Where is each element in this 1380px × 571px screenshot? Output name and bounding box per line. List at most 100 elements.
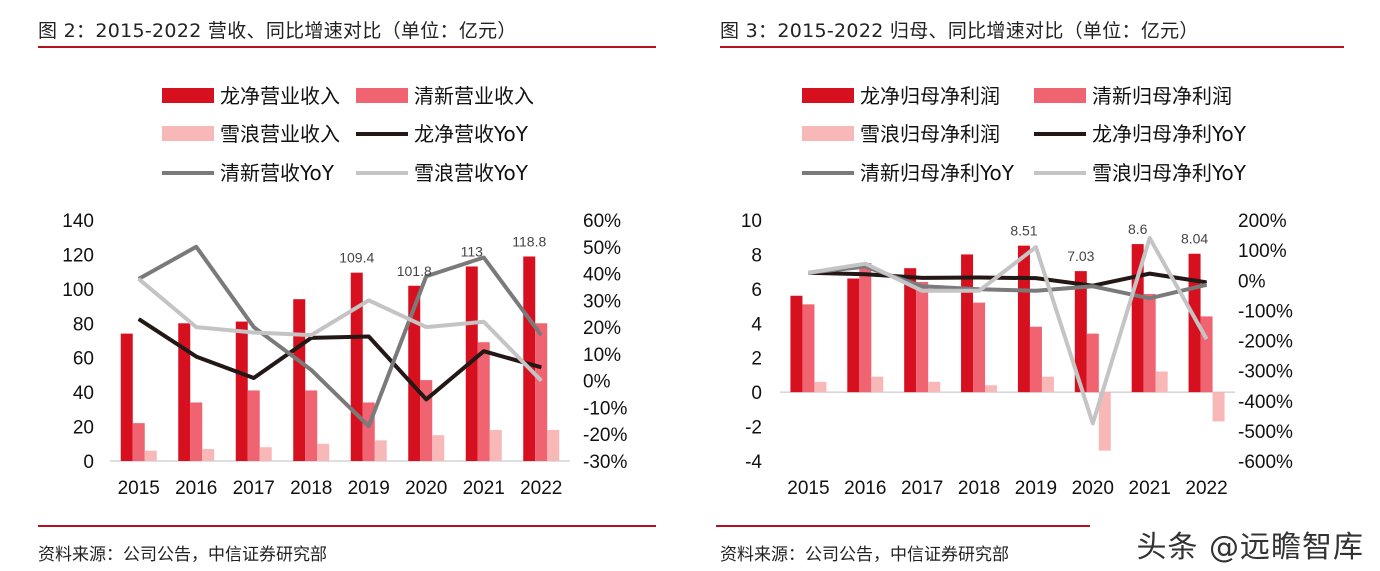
right-title-rule xyxy=(720,46,1344,48)
right-y-right-tick-3: -300% xyxy=(1238,362,1293,383)
left-y-right-tick-2: -10% xyxy=(583,398,627,419)
right-point-s5-2019 xyxy=(1035,246,1037,248)
right-y-left-tick-7: 10 xyxy=(741,211,762,232)
right-bar-s2-2015 xyxy=(814,381,827,393)
left-bar-s1-2020 xyxy=(420,380,433,461)
left-point-s3-2017 xyxy=(253,377,255,379)
left-x-tick-2015: 2015 xyxy=(118,478,160,499)
left-point-s3-2019 xyxy=(368,335,370,337)
right-legend-swatch-0 xyxy=(802,88,854,103)
right-bar-s1-2018 xyxy=(973,302,986,393)
right-point-s5-2015 xyxy=(807,272,809,274)
right-bar-s2-2022 xyxy=(1212,392,1225,422)
right-y-left-tick-3: 2 xyxy=(751,349,762,370)
right-bar-s1-2020 xyxy=(1086,333,1099,393)
left-legend-label-5: 雪浪营收YoY xyxy=(414,161,529,185)
left-y-right-tick-4: 10% xyxy=(583,345,621,366)
left-point-s5-2022 xyxy=(540,380,542,382)
left-bar-s0-2017 xyxy=(235,321,248,461)
right-y-right-tick-1: -500% xyxy=(1238,422,1293,443)
right-point-s3-2018 xyxy=(978,277,980,279)
right-point-s5-2022 xyxy=(1206,338,1208,340)
right-data-label-1: 7.03 xyxy=(1067,248,1094,264)
right-bar-s2-2018 xyxy=(985,385,998,393)
left-line-s5 xyxy=(137,277,543,383)
left-point-s5-2015 xyxy=(138,278,140,280)
left-y-right-tick-8: 50% xyxy=(583,238,621,259)
right-data-label-2: 8.6 xyxy=(1128,221,1148,237)
left-bar-s1-2017 xyxy=(247,390,260,461)
right-x-tick-2021: 2021 xyxy=(1129,478,1171,499)
right-bar-s2-2020 xyxy=(1098,392,1111,451)
right-bar-s1-2019 xyxy=(1029,326,1042,393)
right-data-label-0: 8.51 xyxy=(1010,223,1037,239)
right-y-right-tick-5: -100% xyxy=(1238,301,1293,322)
right-point-s5-2020 xyxy=(1092,422,1094,424)
left-point-s5-2021 xyxy=(483,321,485,323)
left-bar-s0-2020 xyxy=(408,285,421,461)
right-line-s5 xyxy=(808,236,1209,426)
right-y-right-tick-6: 0% xyxy=(1238,271,1266,292)
left-y-right-tick-6: 30% xyxy=(583,291,621,312)
left-y-right-tick-7: 40% xyxy=(583,265,621,286)
right-bar-s2-2016 xyxy=(871,376,884,393)
left-x-tick-2016: 2016 xyxy=(175,478,217,499)
left-point-s4-2019 xyxy=(368,425,370,427)
right-source-note: 资料来源：公司公告，中信证券研究部 xyxy=(720,545,1009,565)
watermark: 头条 @远瞻智库 xyxy=(1136,530,1364,565)
right-bar-s1-2017 xyxy=(916,281,929,393)
left-bar-s0-2015 xyxy=(120,333,133,461)
left-line-s4 xyxy=(137,244,543,429)
right-bar-s0-2020 xyxy=(1074,271,1087,393)
right-legend-label-3: 龙净归母净利YoY xyxy=(1092,122,1247,146)
left-point-s3-2020 xyxy=(425,398,427,400)
left-point-s4-2020 xyxy=(425,275,427,277)
right-point-s4-2016 xyxy=(864,266,866,268)
right-y-left-tick-0: -4 xyxy=(745,452,762,473)
right-bar-s0-2019 xyxy=(1017,245,1030,393)
right-y-left-tick-6: 8 xyxy=(751,245,762,266)
left-x-tick-2018: 2018 xyxy=(290,478,332,499)
left-point-s4-2017 xyxy=(253,326,255,328)
right-legend-label-2: 雪浪归母净利润 xyxy=(860,122,1000,146)
left-chart-panel: 图 2：2015-2022 营收、同比增速对比（单位：亿元） 龙净营业收入 清新营… xyxy=(38,20,656,565)
right-point-s5-2018 xyxy=(978,290,980,292)
left-y-left-tick-0: 0 xyxy=(83,452,94,473)
left-point-s3-2018 xyxy=(310,337,312,339)
left-point-s3-2016 xyxy=(195,356,197,358)
left-point-s5-2017 xyxy=(253,331,255,333)
right-point-s4-2017 xyxy=(921,285,923,287)
left-legend-swatch-1 xyxy=(356,88,408,103)
left-bar-s2-2019 xyxy=(374,440,387,461)
left-x-tick-2020: 2020 xyxy=(405,478,447,499)
left-point-s4-2021 xyxy=(483,256,485,258)
left-y-right-tick-1: -20% xyxy=(583,425,627,446)
right-bar-s1-2021 xyxy=(1143,294,1156,393)
left-bar-s2-2022 xyxy=(547,430,560,461)
right-source-rule xyxy=(716,525,1090,527)
left-point-s4-2022 xyxy=(540,334,542,336)
right-point-s3-2019 xyxy=(1035,277,1037,279)
left-x-tick-2019: 2019 xyxy=(348,478,390,499)
left-legend-label-0: 龙净营业收入 xyxy=(220,84,340,108)
right-y-left-tick-1: -2 xyxy=(745,418,762,439)
right-point-s5-2016 xyxy=(864,263,866,265)
left-bar-s1-2022 xyxy=(535,323,548,461)
left-legend-label-1: 清新营业收入 xyxy=(414,84,534,108)
right-legend-label-0: 龙净归母净利润 xyxy=(860,84,1000,108)
left-data-label-0: 109.4 xyxy=(339,250,374,266)
right-point-s4-2019 xyxy=(1035,290,1037,292)
left-y-left-tick-3: 60 xyxy=(73,349,94,370)
left-x-tick-2022: 2022 xyxy=(520,478,562,499)
right-y-right-tick-7: 100% xyxy=(1238,241,1287,262)
left-point-s5-2019 xyxy=(368,299,370,301)
left-bar-s1-2021 xyxy=(477,342,490,461)
left-y-left-tick-1: 20 xyxy=(73,418,94,439)
right-legend-swatch-1 xyxy=(1034,88,1086,103)
left-bar-s1-2018 xyxy=(305,390,318,461)
right-point-s4-2020 xyxy=(1092,285,1094,287)
left-legend-label-3: 龙净营收YoY xyxy=(414,122,529,146)
left-point-s5-2016 xyxy=(195,326,197,328)
